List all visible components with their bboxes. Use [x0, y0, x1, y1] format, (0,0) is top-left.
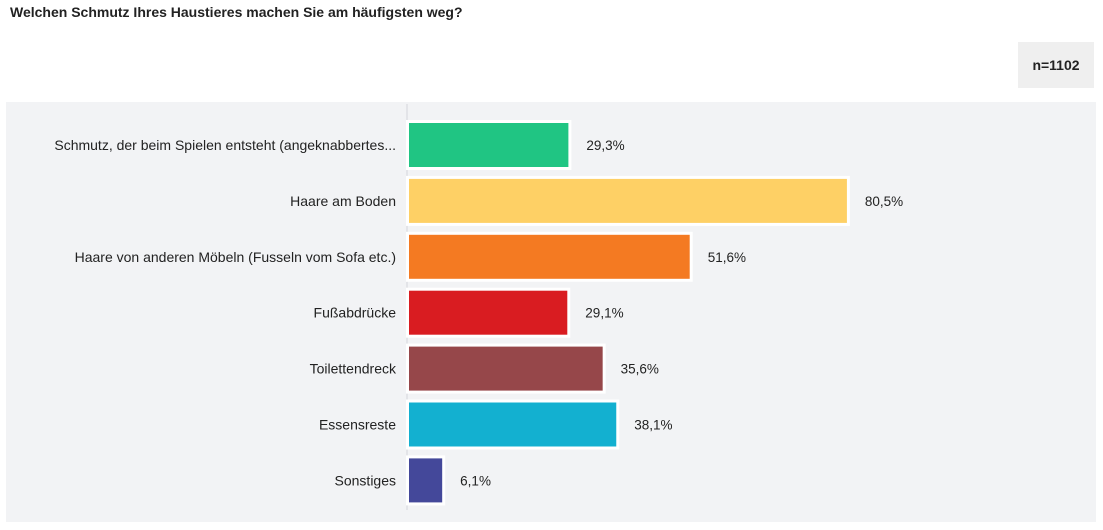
category-label: Fußabdrücke [314, 305, 397, 321]
category-label: Haare am Boden [290, 193, 396, 209]
value-label: 35,6% [621, 362, 659, 377]
value-label: 6,1% [460, 473, 491, 488]
value-label: 29,1% [585, 306, 623, 321]
bar[interactable] [409, 290, 568, 335]
category-label: Sonstiges [335, 472, 396, 488]
value-label: 38,1% [634, 418, 672, 433]
value-label: 80,5% [865, 194, 903, 209]
sample-size-label: n=1102 [1032, 57, 1080, 73]
value-label: 51,6% [708, 250, 746, 265]
category-label: Toilettendreck [310, 361, 397, 377]
value-label: 29,3% [586, 138, 624, 153]
bar[interactable] [409, 123, 569, 167]
category-label: Haare von anderen Möbeln (Fusseln vom So… [75, 249, 396, 265]
category-label: Schmutz, der beim Spielen entsteht (ange… [54, 137, 396, 153]
chart-title: Welchen Schmutz Ihres Haustieres machen … [10, 4, 463, 20]
bar[interactable] [409, 458, 443, 503]
sample-size-badge: n=1102 [1018, 42, 1094, 88]
bar[interactable] [409, 346, 603, 391]
bar[interactable] [409, 234, 690, 279]
bar[interactable] [409, 402, 617, 447]
bar[interactable] [409, 178, 847, 223]
category-label: Essensreste [319, 417, 396, 433]
